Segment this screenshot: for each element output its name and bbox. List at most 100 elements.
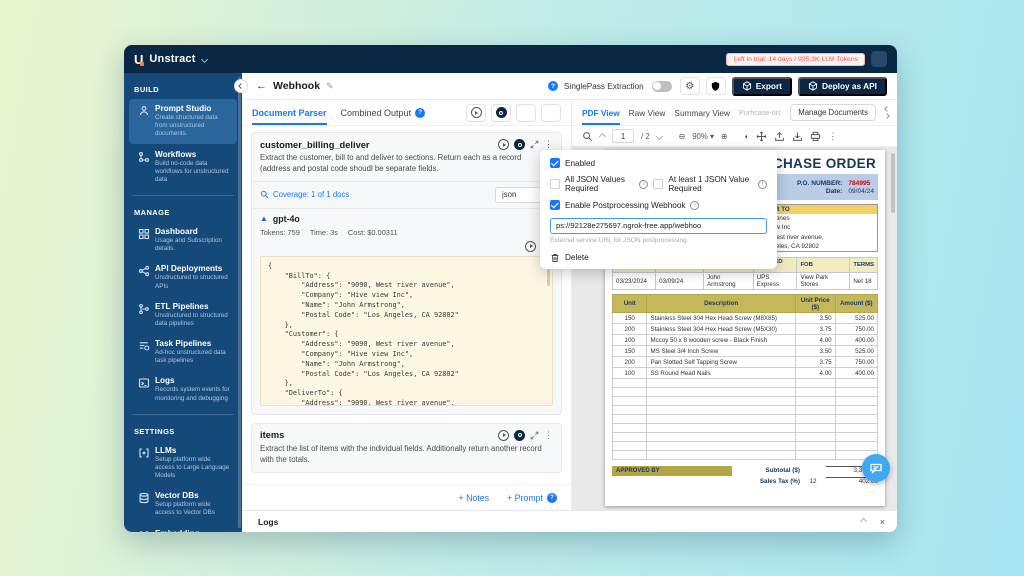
expand-prompt-icon[interactable]	[530, 431, 539, 440]
sidebar-collapse-button[interactable]	[234, 79, 248, 93]
coverage-link[interactable]: Coverage: 1 of 1 docs	[260, 190, 349, 199]
singlepass-label: SinglePass Extraction	[564, 81, 644, 91]
all-json-label: All JSON Values Required	[565, 175, 625, 193]
prompt-description: Extract the list of items with the indiv…	[260, 443, 542, 464]
sidebar-item-llms[interactable]: LLMs Setup platform wide access to Large…	[129, 441, 237, 486]
logs-close-icon[interactable]: ×	[879, 516, 885, 527]
edit-title-icon[interactable]: ✎	[326, 80, 334, 91]
contrast-icon[interactable]: ◐	[744, 131, 750, 141]
run-prompt-icon[interactable]	[498, 139, 509, 150]
add-prompt-button[interactable]: + Prompt ?	[507, 492, 557, 503]
po-totals: Subtotal ($) 3,350.00 Sales Tax (%) 12 4…	[745, 466, 878, 488]
table-row: 150 Stainless Steel 304 Hex Head Screw (M…	[611, 312, 879, 325]
page-title: Webhook	[273, 80, 321, 92]
sidebar-item-vector-dbs[interactable]: Vector DBs Setup platform wide access to…	[129, 486, 237, 522]
run-prompt-icon[interactable]	[498, 429, 509, 441]
page-chevron-icon[interactable]	[655, 132, 663, 140]
all-json-checkbox[interactable]	[550, 179, 560, 189]
json-output-box[interactable]: { "BillTo": { "Address": "9090, West riv…	[260, 255, 553, 406]
postprocessing-checkbox[interactable]	[550, 200, 560, 210]
find-prev-chevron-icon[interactable]	[598, 132, 607, 140]
settings-gear-button[interactable]: ⚙	[679, 77, 700, 95]
prev-doc-chevron-icon[interactable]	[884, 106, 890, 112]
singlepass-info-icon[interactable]: ?	[548, 81, 559, 91]
table-row-empty	[611, 414, 879, 425]
llm-model-icon: ▲	[260, 213, 268, 223]
combined-output-info-icon: ?	[415, 107, 426, 118]
manage-documents-button[interactable]: Manage Documents	[790, 104, 876, 121]
webhook-url-input[interactable]	[550, 217, 767, 234]
logs-bar[interactable]: Logs ×	[242, 510, 897, 532]
pdf-menu-icon[interactable]: ⋮	[828, 130, 838, 141]
pan-move-icon[interactable]	[756, 131, 767, 142]
tab-document-parser[interactable]: Document Parser	[252, 100, 327, 125]
tab-pdf-view[interactable]: PDF View	[582, 100, 620, 125]
stats-button[interactable]	[516, 103, 536, 122]
add-notes-button[interactable]: + Notes	[458, 492, 490, 503]
singlepass-toggle[interactable]	[651, 80, 672, 92]
postprocessing-info-icon[interactable]: i	[690, 200, 700, 210]
delete-webhook-button[interactable]: Delete	[550, 251, 767, 263]
run-all-filled-button[interactable]	[491, 103, 511, 122]
prompt-cards-scroll[interactable]: customer_billing_deliver ⋮ Extract the c…	[242, 126, 571, 484]
upload-icon[interactable]	[774, 131, 785, 142]
llms-icon	[137, 446, 150, 481]
add-prompt-info-icon: ?	[547, 492, 557, 503]
sidebar-item-prompt-studio[interactable]: Prompt Studio Create structured data fro…	[129, 99, 237, 144]
sidebar-item-label: Prompt Studio	[155, 104, 212, 113]
run-prompt-filled-icon[interactable]	[514, 429, 525, 441]
deliver-to-line: 9090, West river avenue,	[752, 233, 824, 241]
sidebar-section-manage: MANAGE	[134, 208, 170, 218]
deploy-as-api-button[interactable]: Deploy as API	[797, 76, 887, 96]
json-output-text: { "BillTo": { "Address": "9090, West riv…	[268, 261, 459, 406]
zoom-level[interactable]: 90% ▾	[692, 131, 714, 141]
tab-summary-view[interactable]: Summary View	[674, 107, 731, 118]
prompt-menu-icon[interactable]: ⋮	[544, 429, 553, 440]
export-button[interactable]: Export	[731, 76, 792, 96]
pdf-toolbar: / 2 ⊖ 90% ▾ ⊕ ◐	[572, 126, 897, 147]
bar-chart-icon	[521, 109, 531, 117]
page-number-input[interactable]	[612, 129, 634, 143]
zoom-out-icon[interactable]: ⊖	[678, 131, 686, 141]
sidebar-item-dashboard[interactable]: Dashboard Usage and Subscription details…	[129, 222, 237, 258]
shield-button[interactable]	[705, 77, 726, 95]
chat-fab-button[interactable]	[862, 454, 890, 482]
sidebar-item-etl-pipelines[interactable]: ETL Pipelines Unstructured to structured…	[129, 297, 237, 333]
sidebar-item-embedding[interactable]: Embedding	[129, 524, 237, 532]
sidebar-item-api-deployments[interactable]: API Deployments Unstructured to structur…	[129, 259, 237, 295]
table-row-empty	[611, 441, 879, 452]
run-prompt-filled-icon[interactable]	[514, 139, 525, 150]
back-arrow-icon[interactable]: ←	[256, 80, 267, 92]
table-row-empty	[611, 387, 879, 398]
task-pipelines-icon	[137, 339, 150, 365]
run-output-icon[interactable]	[525, 240, 536, 252]
run-all-button[interactable]	[466, 103, 486, 122]
po-items-table: Unit Description Unit Price ($) Amount (…	[611, 294, 879, 461]
all-json-info-icon[interactable]: i	[639, 179, 649, 189]
sidebar-item-workflows[interactable]: Workflows Build no-code data workflows f…	[129, 145, 237, 190]
list-view-button[interactable]	[541, 103, 561, 122]
enabled-checkbox[interactable]	[550, 158, 560, 168]
at-least-checkbox[interactable]	[653, 179, 664, 189]
tab-raw-view[interactable]: Raw View	[628, 107, 666, 118]
approved-by-bar: APPROVED BY	[612, 466, 732, 477]
at-least-info-icon[interactable]: i	[758, 179, 767, 189]
sidebar-item-logs[interactable]: Logs Records system events for monitorin…	[129, 371, 237, 407]
download-icon[interactable]	[792, 131, 803, 142]
vector-dbs-icon	[137, 491, 150, 517]
tab-combined-output[interactable]: Combined Output ?	[341, 100, 426, 125]
printer-icon[interactable]	[810, 131, 821, 142]
search-icon[interactable]	[582, 131, 593, 142]
org-chevron-down-icon[interactable]	[200, 55, 208, 63]
next-doc-chevron-icon[interactable]	[884, 113, 890, 119]
avatar[interactable]	[871, 51, 887, 67]
trial-badge: Left in trial: 14 days / 995.3K LLM Toke…	[726, 52, 865, 66]
sidebar-item-task-pipelines[interactable]: Task Pipelines Ad-hoc unstructured data …	[129, 334, 237, 370]
sidebar-item-label: Dashboard	[155, 227, 198, 237]
enabled-label: Enabled	[565, 158, 596, 168]
logs-expand-chevron-icon[interactable]	[859, 517, 867, 526]
zoom-in-icon[interactable]: ⊕	[720, 131, 728, 141]
expand-prompt-icon[interactable]	[530, 140, 539, 149]
workflows-icon	[137, 150, 150, 185]
prompt-menu-icon[interactable]: ⋮	[544, 139, 553, 149]
